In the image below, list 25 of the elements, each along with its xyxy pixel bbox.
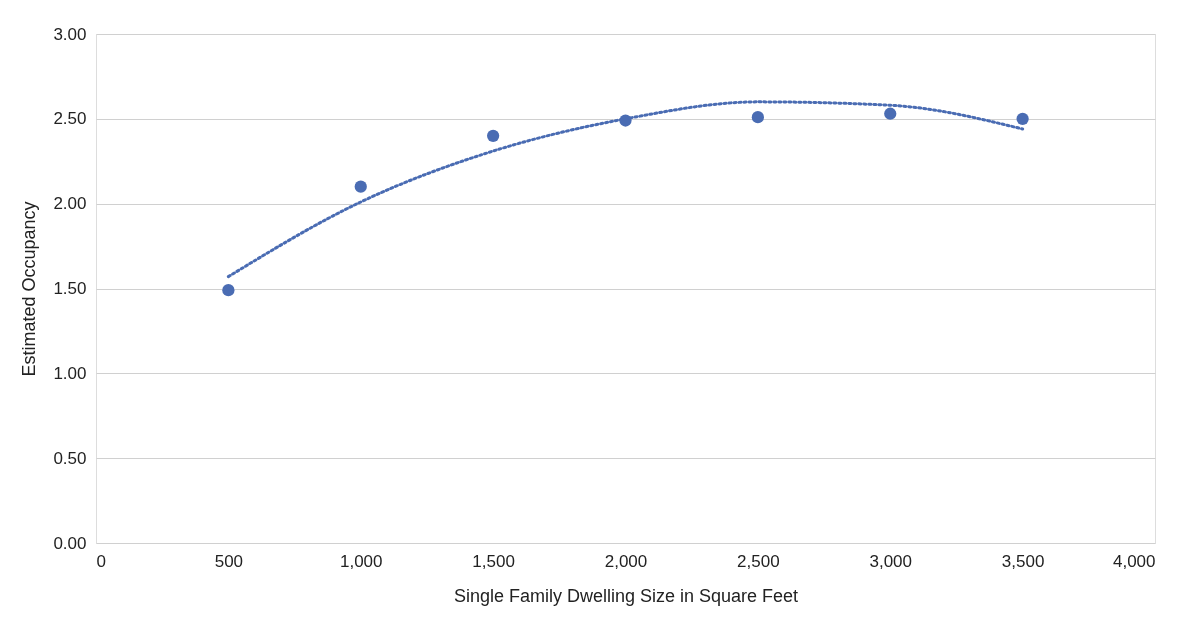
y-tick-label: 2.00 bbox=[53, 194, 87, 214]
x-tick-label: 4,000 bbox=[1112, 551, 1156, 571]
y-tick-label: 2.50 bbox=[53, 109, 87, 129]
x-tick-label: 3,500 bbox=[1001, 551, 1045, 571]
y-tick-label: 0.00 bbox=[53, 533, 87, 553]
point bbox=[222, 284, 235, 297]
x-tick-label: 1,000 bbox=[339, 551, 383, 571]
x-tick-label: 500 bbox=[214, 551, 244, 571]
y-tick-label: 1.50 bbox=[53, 279, 87, 298]
y-tick-label: 0.50 bbox=[53, 448, 87, 468]
y-tick-label: 1.00 bbox=[53, 363, 87, 383]
point bbox=[354, 180, 367, 193]
x-tick-label: 1,500 bbox=[472, 551, 515, 571]
point bbox=[884, 107, 897, 120]
x-tick-label: 3,000 bbox=[869, 551, 913, 571]
y-axis-title: Estimated Occupancy bbox=[19, 201, 40, 377]
point bbox=[751, 111, 764, 124]
point bbox=[487, 129, 500, 142]
x-axis-title: Single Family Dwelling Size in Square Feet bbox=[453, 585, 799, 606]
line-series bbox=[226, 100, 1025, 279]
y-tick-label: 3.00 bbox=[53, 24, 87, 44]
x-tick-label: 2,500 bbox=[737, 551, 780, 571]
x-tick-label: 0 bbox=[96, 551, 106, 571]
x-tick-label: 2,000 bbox=[604, 551, 648, 571]
point bbox=[1016, 112, 1029, 125]
